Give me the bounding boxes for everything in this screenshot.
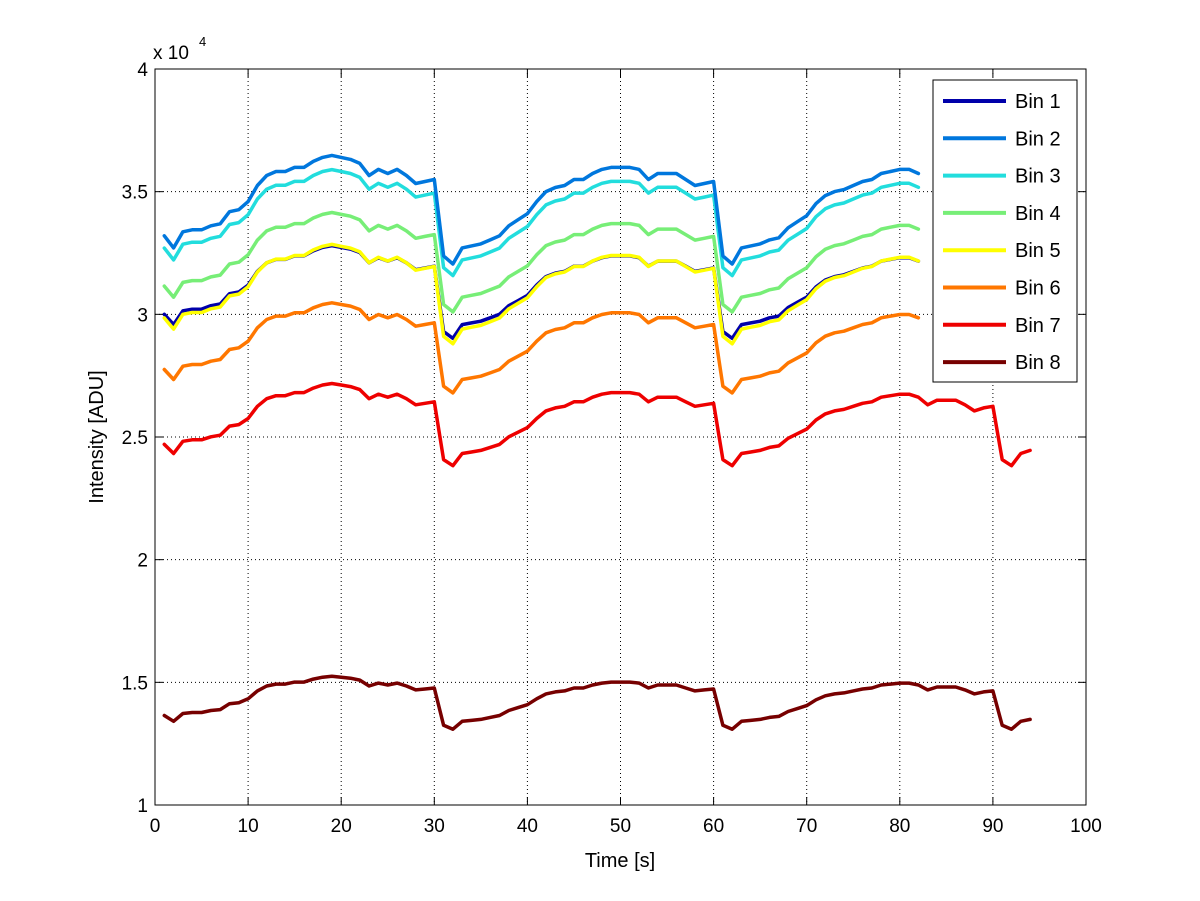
x-tick-label: 50 bbox=[610, 816, 631, 837]
x-tick-label: 70 bbox=[796, 816, 817, 837]
legend-box bbox=[932, 79, 1078, 383]
y-tick-label: 2.5 bbox=[122, 428, 148, 449]
y-tick-label: 3.5 bbox=[122, 183, 148, 204]
x-tick-label: 90 bbox=[982, 816, 1003, 837]
y-tick-labels: 1 1.5 2 2.5 3 3.5 4 bbox=[122, 60, 149, 817]
y-tick-label: 1 bbox=[137, 796, 148, 817]
y-axis-label: Intensity [ADU] bbox=[86, 370, 108, 503]
y-tick-label: 3 bbox=[137, 305, 148, 326]
legend-label: Bin 2 bbox=[1015, 128, 1061, 150]
legend-label: Bin 8 bbox=[1015, 352, 1061, 374]
x-tick-label: 100 bbox=[1070, 816, 1102, 837]
x-tick-label: 10 bbox=[238, 816, 259, 837]
series-line-bin-3 bbox=[162, 167, 921, 278]
x-tick-label: 0 bbox=[150, 816, 161, 837]
legend-label: Bin 7 bbox=[1015, 315, 1061, 337]
series-line-bin-6 bbox=[162, 301, 921, 395]
grid-lines bbox=[155, 69, 1086, 805]
y-tick-label: 1.5 bbox=[122, 673, 148, 694]
y-tick-label: 2 bbox=[137, 551, 148, 572]
series-lines bbox=[162, 153, 1032, 731]
y-multiplier-label: x 10 bbox=[153, 43, 189, 64]
series-line-bin-8 bbox=[162, 674, 1032, 731]
legend-label: Bin 6 bbox=[1015, 278, 1061, 300]
axis-ticks bbox=[154, 68, 1087, 806]
series-line-bin-7 bbox=[162, 381, 1032, 468]
x-tick-label: 40 bbox=[517, 816, 538, 837]
x-tick-label: 20 bbox=[331, 816, 352, 837]
y-multiplier-exponent: 4 bbox=[199, 34, 206, 49]
series-line-bin-2 bbox=[162, 153, 921, 266]
x-tick-label: 80 bbox=[889, 816, 910, 837]
legend-label: Bin 1 bbox=[1015, 91, 1061, 113]
legend-label: Bin 3 bbox=[1015, 166, 1061, 188]
legend-label: Bin 5 bbox=[1015, 240, 1061, 262]
x-tick-label: 60 bbox=[703, 816, 724, 837]
x-axis-label: Time [s] bbox=[585, 850, 655, 872]
series-line-bin-4 bbox=[162, 210, 921, 314]
legend: Bin 1 Bin 2 Bin 3 Bin 4 Bin 5 Bin 6 Bin 7 Bin 8 bbox=[932, 79, 1078, 383]
x-tick-label: 30 bbox=[424, 816, 445, 837]
y-tick-label: 4 bbox=[137, 60, 148, 81]
series-line-bin-5 bbox=[162, 242, 921, 346]
legend-label: Bin 4 bbox=[1015, 203, 1061, 225]
x-tick-labels: 0 10 20 30 40 50 60 70 80 90 100 bbox=[150, 816, 1102, 837]
